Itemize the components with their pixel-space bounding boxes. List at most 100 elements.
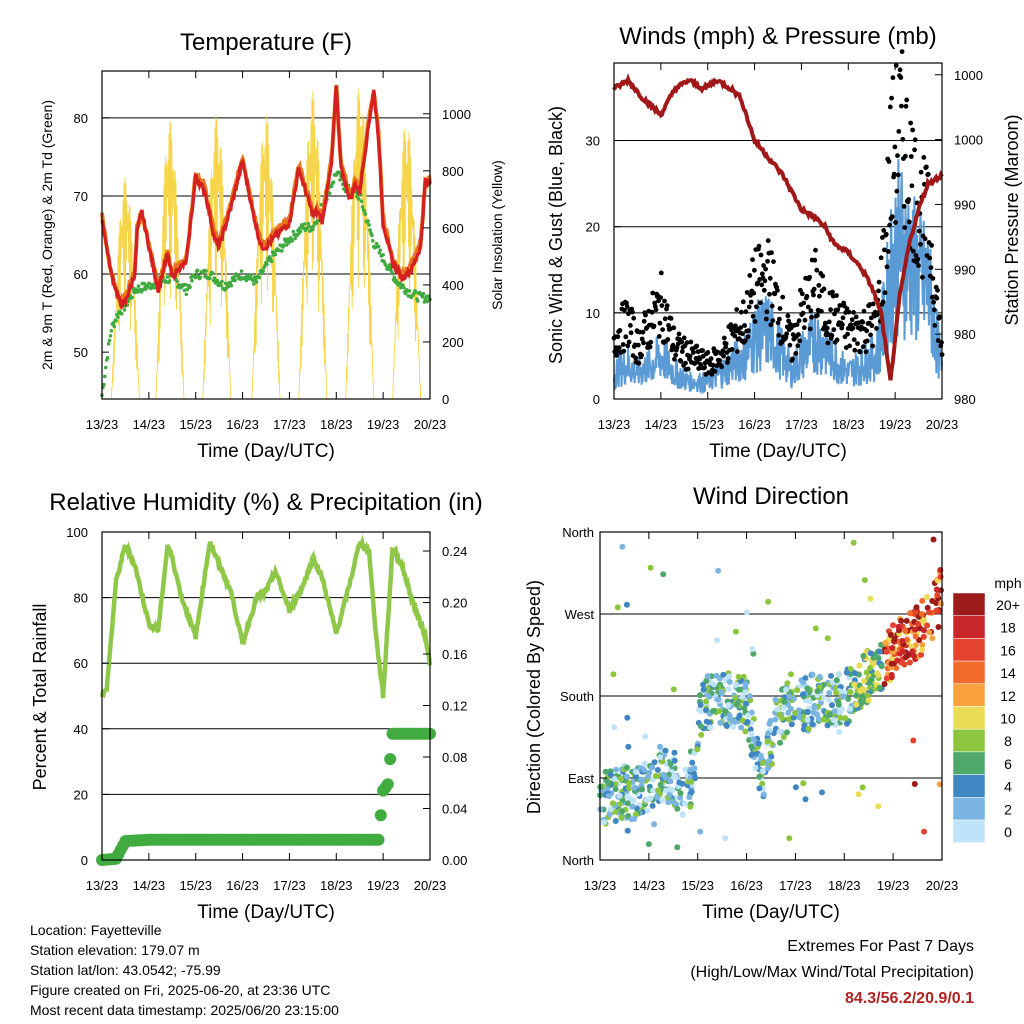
direction-point — [720, 671, 727, 678]
direction-point — [710, 708, 716, 714]
direction-point — [624, 714, 631, 721]
wind-y2-tick-label: 990 — [954, 262, 976, 277]
direction-point — [611, 775, 618, 782]
direction-point — [765, 765, 771, 772]
rh-x-tick-label: 17/23 — [273, 878, 306, 893]
direction-point — [812, 625, 819, 632]
direction-point — [891, 636, 898, 643]
direction-point — [703, 707, 710, 714]
wind-gust-point — [752, 267, 757, 273]
direction-point — [919, 597, 926, 604]
direction-point — [924, 622, 931, 629]
wind-gust-point — [647, 344, 653, 350]
rh-y2-tick-label: 0.12 — [442, 699, 467, 714]
temp-dewpoint-point — [282, 243, 286, 247]
direction-point — [607, 806, 614, 813]
wind-gust-point — [672, 356, 677, 362]
wind-gust-point — [662, 316, 668, 322]
temp-y2label: Solar Insolation (Yellow) — [489, 160, 505, 310]
temp-dewpoint-point — [130, 295, 134, 300]
wind-gust-point — [891, 171, 897, 177]
direction-point — [688, 778, 694, 785]
wind-gust-point — [903, 153, 908, 159]
direction-point — [865, 697, 872, 704]
direction-point — [638, 786, 645, 793]
rh-x-tick-label: 19/23 — [367, 878, 400, 893]
rh-x-tick-label: 20/23 — [414, 878, 447, 893]
wind-gust-point — [804, 293, 810, 299]
wind-gust-point — [807, 274, 812, 280]
wind-gust-point — [910, 127, 915, 133]
direction-point — [645, 773, 652, 780]
dir-y-tick-label: North — [562, 525, 594, 540]
direction-point — [642, 733, 649, 740]
rh-x-tick-label: 18/23 — [320, 878, 353, 893]
wind-gust-point — [931, 307, 937, 313]
wind-gust-point — [851, 337, 857, 343]
direction-point — [938, 600, 945, 607]
dir-title: Wind Direction — [693, 483, 849, 510]
wind-gust-point — [756, 243, 762, 249]
wind-gust-point — [813, 247, 818, 253]
direction-point — [698, 708, 704, 715]
direction-point — [853, 701, 860, 708]
direction-point — [629, 803, 636, 810]
wind-gust-point — [776, 332, 782, 338]
wind-gust-point — [717, 358, 723, 363]
wind-gust-point — [653, 307, 659, 313]
temp-dewpoint-point — [414, 290, 418, 294]
direction-point — [776, 711, 783, 718]
wind-gust-point — [734, 307, 740, 312]
rh-y-tick-label: 20 — [74, 787, 88, 802]
direction-point — [811, 704, 818, 711]
direction-point — [759, 780, 766, 787]
temp-dewpoint-point — [363, 212, 368, 216]
wind-gust-point — [762, 278, 768, 284]
direction-point — [918, 611, 925, 617]
wind-gust-point — [863, 349, 869, 355]
direction-point — [744, 712, 751, 719]
direction-point — [920, 633, 927, 640]
direction-point — [715, 696, 722, 703]
direction-point — [859, 784, 866, 791]
temp-x-tick-label: 16/23 — [226, 417, 259, 432]
station-info: Location: Fayetteville Station elevation… — [30, 920, 339, 1020]
temp-dewpoint-point — [244, 278, 249, 283]
wind-gust-point — [894, 188, 900, 194]
dir-x-tick-label: 15/23 — [681, 878, 714, 893]
temp-x-tick-label: 14/23 — [133, 417, 166, 432]
wind-gust-point — [635, 342, 641, 348]
wind-gust-point — [769, 303, 775, 309]
dir-legend-label: 12 — [1000, 688, 1016, 704]
direction-point — [903, 617, 910, 624]
temp-dewpoint-point — [114, 319, 118, 323]
wind-gust-point — [641, 318, 647, 324]
wind-gust-point — [901, 204, 907, 209]
wind-gust-point — [759, 271, 765, 277]
rh-y-tick-label: 100 — [66, 525, 88, 540]
temp-dewpoint-point — [407, 289, 412, 293]
wind-gust-point — [835, 307, 841, 313]
temp-dewpoint-point — [381, 253, 385, 257]
direction-point — [743, 700, 749, 707]
direction-point — [843, 720, 850, 727]
temp-dewpoint-point — [269, 259, 274, 264]
direction-point — [790, 714, 797, 721]
wind-gust-point — [876, 288, 881, 294]
wind-gust-point — [738, 325, 744, 330]
direction-point — [668, 798, 675, 805]
direction-point — [857, 698, 864, 704]
wind-gust-point — [694, 359, 700, 365]
wind-gust-point — [799, 291, 805, 297]
temp-dewpoint-point — [228, 280, 233, 285]
direction-point — [838, 706, 845, 713]
wind-gust-point — [851, 310, 856, 315]
wind-gust-point — [725, 356, 731, 361]
wind-gust-point — [725, 360, 730, 365]
direction-point — [876, 684, 883, 691]
wind-gust-point — [855, 341, 860, 346]
dir-xlabel: Time (Day/UTC) — [702, 902, 840, 923]
direction-point — [921, 828, 927, 835]
direction-point — [667, 778, 674, 785]
direction-point — [786, 693, 793, 700]
